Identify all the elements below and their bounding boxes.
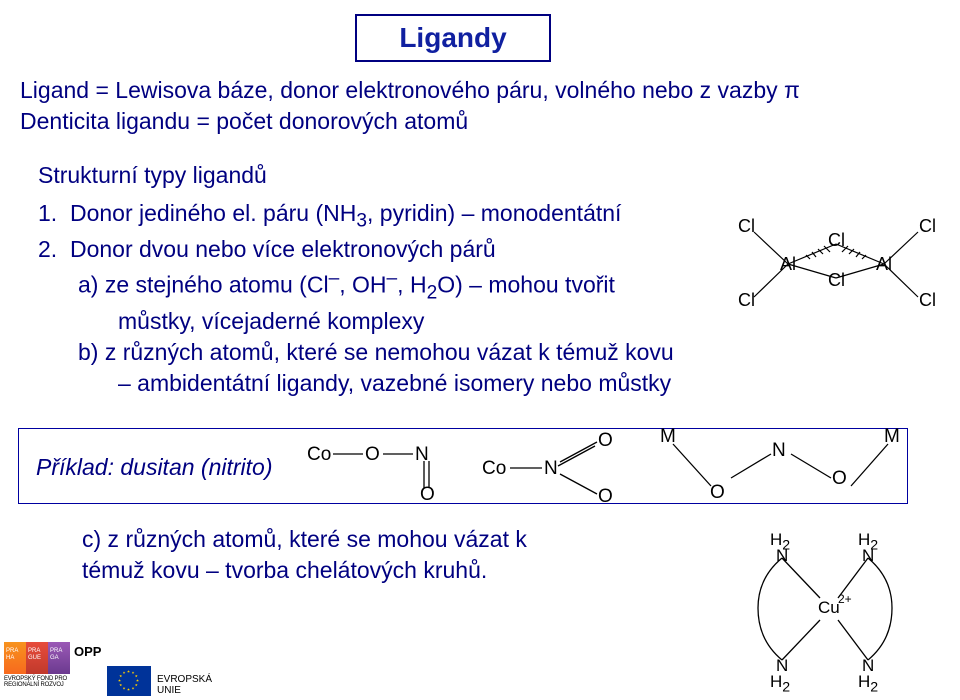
page-title: Ligandy [399,22,506,53]
intro-line-2: Denticita ligandu = počet donorových ato… [20,108,468,134]
item-2: 2. Donor dvou nebo více elektronových pá… [38,236,496,262]
nitrito-n-bonded: Co N O O [482,428,632,506]
n-label: N [772,440,786,462]
o-label: O [832,468,847,490]
co-label: Co [307,444,331,466]
o-label: O [420,484,435,506]
o-label: O [365,444,380,466]
cu-label: Cu [818,598,840,618]
item-2c-ln1: c) z různých atomů, které se mohou vázat… [82,526,527,552]
cu-chelate-diagram: N N N N Cu 2+ H2 H2 H2 H2 [740,528,920,688]
title-box: Ligandy [355,14,551,62]
h2-label: H2 [770,530,790,553]
h2-label: H2 [858,530,878,553]
item-2c-ln2: témuž kovu – tvorba chelátových kruhů. [82,557,487,583]
m-label: M [884,426,900,448]
charge-label: 2+ [838,592,852,606]
items-block: 1. Donor jediného el. páru (NH3, pyridin… [38,198,738,399]
cl-label: Cl [828,270,845,291]
intro-paragraph: Ligand = Lewisova báze, donor elektronov… [20,75,940,137]
cl-label: Cl [919,216,936,237]
n-label: N [544,458,558,480]
n-label: N [415,444,429,466]
m-label: M [660,426,676,448]
h2-label: H2 [770,672,790,695]
item-2b-line2: – ambidentátní ligandy, vazebné isomery … [38,368,738,399]
cl-label: Cl [738,216,755,237]
cl-label: Cl [919,290,936,311]
opp-text: OPP [74,644,101,659]
item-2b: b) z různých atomů, které se nemohou váz… [38,337,738,368]
opp-logo: PRAHA PRAGUE PRAGA OPP EVROPSKÝ FOND PRO… [4,642,99,696]
co-label: Co [482,458,506,480]
al2cl6-svg [736,212,936,322]
nitrito-o-bonded: Co O N O [305,428,465,502]
nitrito-bridging: M O N O M [656,420,896,506]
item-2a-line2: můstky, vícejaderné komplexy [38,306,738,337]
item-2c: c) z různých atomů, které se mohou vázat… [82,524,662,586]
o-label: O [598,430,613,452]
cl-label: Cl [738,290,755,311]
example-label: Příklad: dusitan (nitrito) [36,454,272,481]
o-label: O [710,482,725,504]
al2cl6-diagram: Cl Cl Cl Cl Cl Cl Al Al [736,212,936,322]
opp-subtitle: EVROPSKÝ FOND PRO REGIONÁLNÍ ROZVOJ [4,676,99,688]
item-1: 1. Donor jediného el. páru (NH3, pyridin… [38,200,621,226]
section-heading: Strukturní typy ligandů [38,160,958,191]
intro-line-1: Ligand = Lewisova báze, donor elektronov… [20,77,800,103]
al-label: Al [780,254,796,275]
cl-label: Cl [828,230,845,251]
eu-text: EVROPSKÁ UNIE [157,674,212,696]
eu-flag-icon [107,666,151,696]
item-2a: a) ze stejného atomu (Cl–, OH–, H2O) – m… [38,266,738,306]
al-label: Al [876,254,892,275]
o-label: O [598,486,613,508]
footer-logos: PRAHA PRAGUE PRAGA OPP EVROPSKÝ FOND PRO… [4,642,212,696]
h2-label: H2 [858,672,878,695]
